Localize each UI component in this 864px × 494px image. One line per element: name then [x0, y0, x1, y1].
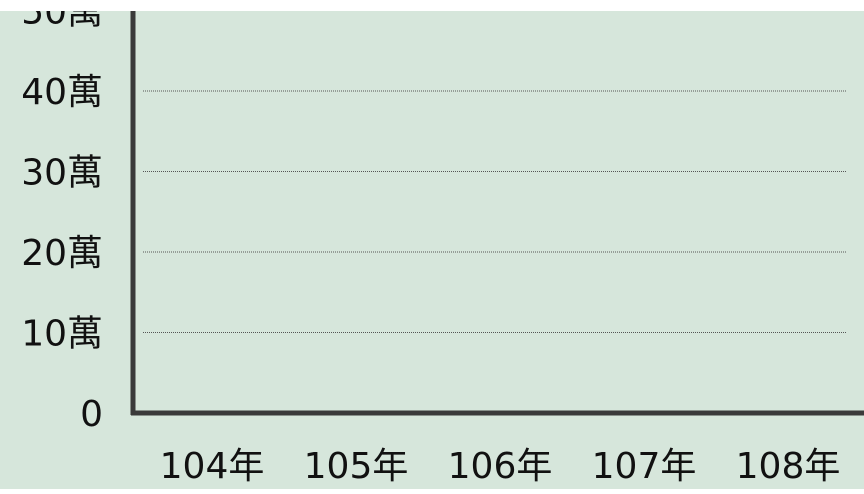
- x-axis-ticks: 104年 105年 106年 107年 108年: [160, 446, 841, 487]
- y-axis-ticks: 0 10萬 20萬 30萬 40萬 50萬: [21, 0, 103, 435]
- x-tick-label: 106年: [448, 446, 553, 487]
- plot-background: [0, 11, 864, 489]
- x-tick-label: 108年: [736, 446, 841, 487]
- x-tick-label: 107年: [592, 446, 697, 487]
- y-tick-label: 20萬: [21, 233, 103, 274]
- x-tick-label: 105年: [304, 446, 409, 487]
- x-tick-label: 104年: [160, 446, 265, 487]
- y-tick-label: 0: [80, 394, 103, 435]
- axes: [130, 11, 864, 416]
- y-tick-label: 40萬: [21, 72, 103, 113]
- y-tick-label: 10萬: [21, 314, 103, 355]
- y-tick-label: 50萬: [21, 0, 103, 33]
- y-tick-label: 30萬: [21, 153, 103, 194]
